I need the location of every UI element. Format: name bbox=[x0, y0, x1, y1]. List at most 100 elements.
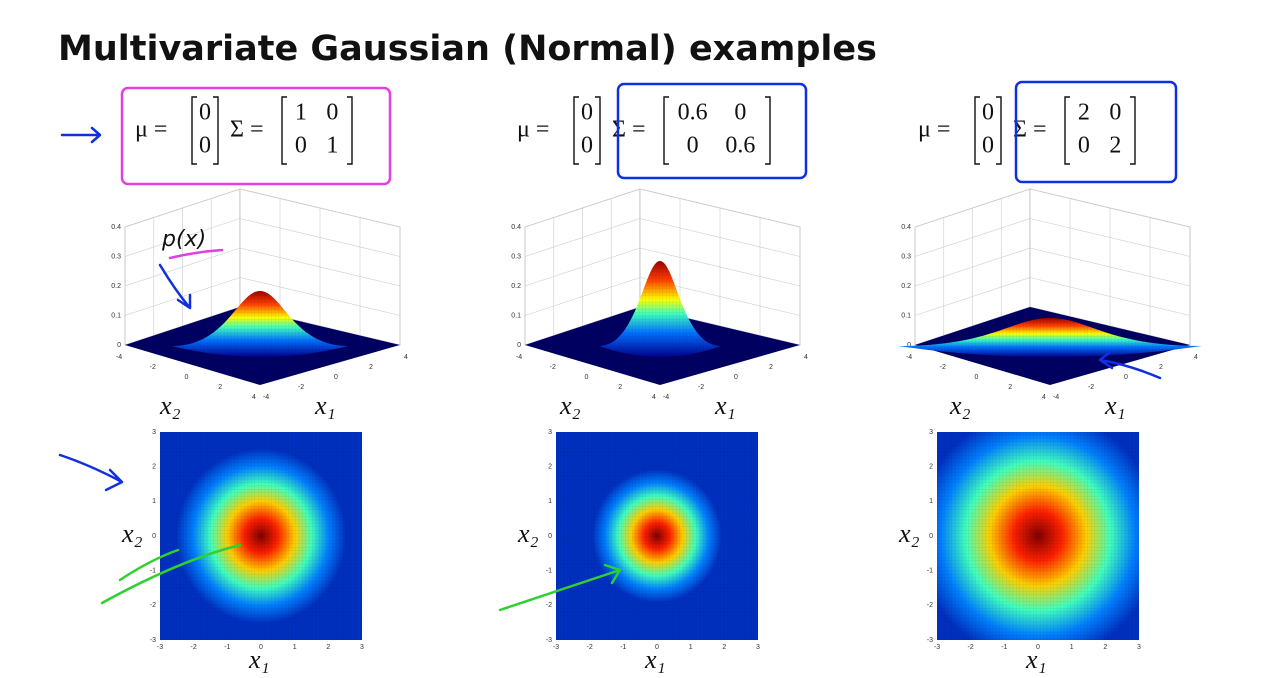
ink-arrow bbox=[58, 453, 124, 492]
x2-axis-label: x₂ bbox=[898, 519, 920, 548]
ink-box bbox=[120, 86, 392, 186]
x1-tick-label: -1 bbox=[224, 644, 230, 651]
x2-tick-label: 2 bbox=[1008, 384, 1012, 391]
wall-grid bbox=[914, 218, 1031, 257]
x1-tick-label: -4 bbox=[1053, 394, 1059, 401]
x2-tick-label: 0 bbox=[152, 533, 156, 540]
ink-arrow bbox=[158, 263, 192, 310]
wall-grid bbox=[914, 188, 1031, 228]
mu-label: μ = bbox=[517, 117, 549, 143]
x2-axis-label: x₂ bbox=[949, 391, 971, 420]
ink-box bbox=[616, 82, 808, 180]
x2-tick-label: 4 bbox=[252, 394, 256, 401]
density-mesh bbox=[556, 432, 758, 640]
wall-grid bbox=[524, 188, 641, 228]
z-tick-label: 0 bbox=[117, 342, 121, 349]
x1-tick-label: -2 bbox=[191, 644, 197, 651]
x2-tick-label: 3 bbox=[929, 429, 933, 436]
x1-tick-label: -2 bbox=[1088, 384, 1094, 391]
matrix-bracket bbox=[765, 96, 771, 165]
x1-tick-label: -4 bbox=[263, 394, 269, 401]
wall-grid bbox=[1029, 218, 1191, 257]
x2-tick-label: 2 bbox=[929, 464, 933, 471]
x1-tick-label: 2 bbox=[722, 644, 726, 651]
z-tick-label: 0.1 bbox=[901, 312, 911, 319]
surface-mesh bbox=[898, 318, 1202, 357]
x1-axis-label: x₁ bbox=[314, 391, 336, 420]
x2-axis-label: x₂ bbox=[517, 519, 539, 548]
mu-entry: 0 bbox=[581, 100, 593, 126]
wall-grid bbox=[524, 247, 641, 287]
x2-tick-label: -2 bbox=[150, 364, 156, 371]
sigma-label: Σ = bbox=[230, 117, 264, 143]
wall-grid bbox=[524, 277, 641, 316]
x2-tick-label: 0 bbox=[185, 374, 189, 381]
x2-tick-label: -4 bbox=[906, 354, 912, 361]
x1-tick-label: 0 bbox=[734, 374, 738, 381]
x1-tick-label: -2 bbox=[587, 644, 593, 651]
wall-grid bbox=[1029, 277, 1191, 316]
wall-grid bbox=[124, 188, 241, 228]
x2-tick-label: 1 bbox=[548, 498, 552, 505]
x1-tick-label: 4 bbox=[804, 354, 808, 361]
z-tick-label: 0.1 bbox=[511, 312, 521, 319]
x1-tick-label: -2 bbox=[968, 644, 974, 651]
sigma-entry: 0 bbox=[1109, 100, 1121, 126]
x2-tick-label: -1 bbox=[546, 568, 552, 575]
x1-tick-label: 1 bbox=[293, 644, 297, 651]
matrix-bracket bbox=[213, 96, 219, 165]
sigma-entry: 0 bbox=[326, 100, 338, 126]
wall-grid bbox=[639, 188, 801, 228]
sigma-entry: 2 bbox=[1078, 100, 1090, 126]
matrix-bracket bbox=[281, 96, 287, 165]
x1-axis-label: x₁ bbox=[1104, 391, 1126, 420]
ink-arrow bbox=[100, 543, 242, 605]
matrix-bracket bbox=[595, 96, 601, 165]
wall-grid bbox=[914, 277, 1031, 316]
matrix-bracket bbox=[663, 96, 669, 165]
z-tick-label: 0.4 bbox=[511, 224, 521, 231]
wall-grid bbox=[124, 218, 241, 257]
sigma-entry: 0 bbox=[295, 133, 307, 159]
x1-tick-label: 3 bbox=[756, 644, 760, 651]
x2-tick-label: -3 bbox=[150, 637, 156, 644]
z-tick-label: 0.4 bbox=[901, 224, 911, 231]
wall-grid bbox=[239, 247, 401, 287]
x2-tick-label: -2 bbox=[927, 602, 933, 609]
density-mesh bbox=[160, 432, 362, 640]
x1-tick-label: 2 bbox=[369, 364, 373, 371]
matrix-bracket bbox=[191, 96, 197, 165]
ink-arrow bbox=[498, 563, 622, 612]
x1-axis-label: x₁ bbox=[644, 645, 666, 674]
sigma-entry: 1 bbox=[326, 133, 338, 159]
z-tick-label: 0.3 bbox=[111, 253, 121, 260]
x2-axis-label: x₂ bbox=[559, 391, 581, 420]
wall-grid bbox=[1029, 188, 1191, 228]
wall-grid bbox=[639, 218, 801, 257]
sigma-entry: 2 bbox=[1109, 133, 1121, 159]
sigma-entry: 1 bbox=[295, 100, 307, 126]
x1-axis-label: x₁ bbox=[1025, 645, 1047, 674]
z-tick-label: 0.2 bbox=[111, 283, 121, 290]
wall-grid bbox=[639, 247, 801, 287]
z-tick-label: 0.1 bbox=[111, 312, 121, 319]
wall-grid bbox=[239, 277, 401, 316]
x2-tick-label: -2 bbox=[940, 364, 946, 371]
x1-tick-label: 1 bbox=[1070, 644, 1074, 651]
x1-tick-label: 3 bbox=[1137, 644, 1141, 651]
mu-entry: 0 bbox=[199, 100, 211, 126]
ink-underline bbox=[168, 248, 224, 260]
density-mesh bbox=[937, 432, 1139, 640]
x1-tick-label: 2 bbox=[1103, 644, 1107, 651]
x2-tick-label: -4 bbox=[116, 354, 122, 361]
x1-tick-label: -1 bbox=[620, 644, 626, 651]
x1-tick-label: -3 bbox=[157, 644, 163, 651]
z-tick-label: 0.3 bbox=[901, 253, 911, 260]
x1-axis-label: x₁ bbox=[714, 391, 736, 420]
matrix-bracket bbox=[996, 96, 1002, 165]
z-tick-label: 0.2 bbox=[901, 283, 911, 290]
sigma-entry: 0.6 bbox=[725, 133, 755, 159]
x1-tick-label: 0 bbox=[655, 644, 659, 651]
x1-tick-label: 2 bbox=[326, 644, 330, 651]
